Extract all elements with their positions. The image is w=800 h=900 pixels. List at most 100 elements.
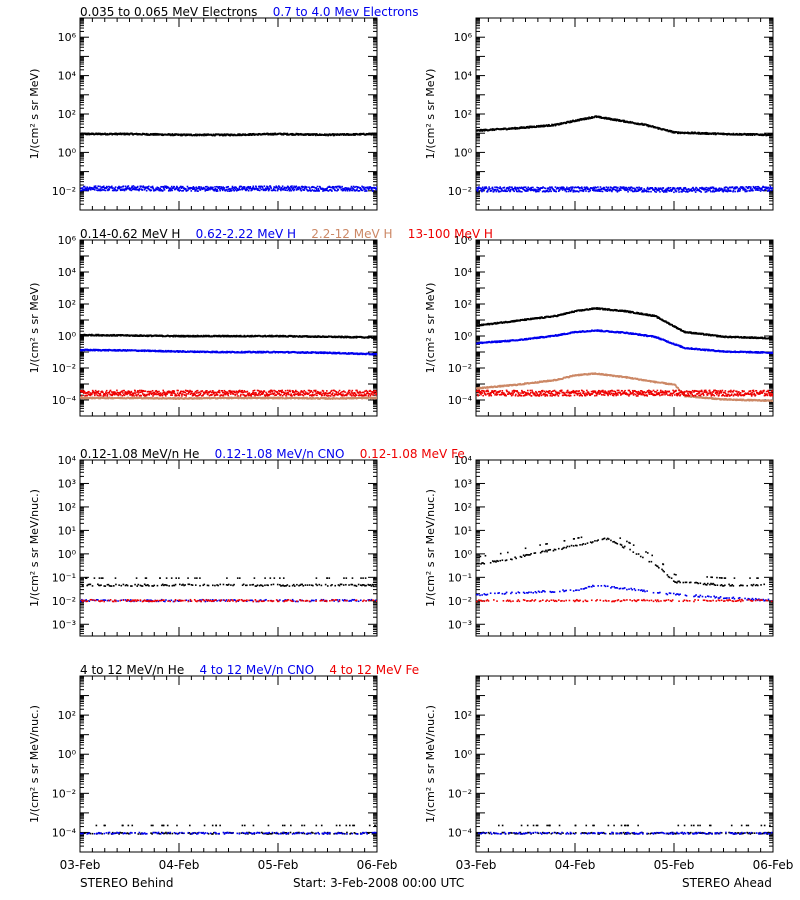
data-point [221, 334, 224, 337]
data-point [229, 189, 232, 192]
data-point [654, 186, 657, 189]
data-point [281, 185, 284, 188]
data-point [309, 133, 312, 135]
data-point [563, 188, 566, 191]
data-point [345, 188, 348, 191]
data-point [739, 134, 741, 136]
data-point [210, 186, 212, 189]
data-point [509, 188, 512, 191]
data-point [310, 190, 312, 192]
data-point [606, 190, 609, 192]
data-point [213, 334, 216, 337]
data-point [180, 185, 182, 188]
data-point [82, 189, 85, 191]
y-tick-label: 10⁶ [58, 31, 77, 44]
data-point [261, 186, 264, 189]
data-point [136, 185, 139, 188]
data-point [655, 187, 658, 190]
data-point [245, 189, 247, 192]
data-point [169, 187, 171, 189]
data-point [508, 186, 511, 188]
data-point [218, 134, 221, 137]
data-point [480, 187, 483, 190]
data-point [586, 187, 589, 189]
data-point [318, 190, 320, 192]
data-point [516, 186, 518, 189]
data-point [745, 133, 747, 135]
data-point [95, 333, 97, 336]
data-point [362, 186, 365, 188]
data-point [767, 186, 770, 189]
data-point [89, 334, 92, 336]
data-point [764, 188, 767, 191]
data-point [182, 334, 184, 337]
data-point [97, 189, 100, 192]
data-point [263, 188, 265, 191]
data-point [82, 185, 85, 188]
data-point [312, 133, 315, 135]
data-point [703, 133, 706, 135]
data-point [583, 186, 586, 189]
data-point [520, 127, 523, 129]
data-point [264, 189, 267, 192]
data-point [329, 133, 332, 136]
data-point [615, 119, 618, 122]
data-point [592, 188, 595, 190]
data-point [358, 189, 361, 192]
data-point [522, 127, 525, 129]
data-point [616, 190, 619, 193]
data-point [230, 189, 233, 192]
data-point [181, 134, 183, 137]
data-point [573, 186, 576, 189]
data-point [182, 350, 184, 352]
data-point [252, 185, 255, 188]
data-point [615, 189, 618, 192]
data-point [586, 188, 589, 191]
data-point [713, 133, 715, 136]
data-point [146, 186, 149, 188]
data-point [640, 188, 643, 191]
data-point [584, 117, 586, 119]
data-point [539, 125, 541, 127]
data-point [511, 127, 513, 129]
data-point [182, 335, 185, 338]
data-point [496, 188, 499, 191]
data-point [102, 188, 104, 191]
data-point [266, 187, 269, 190]
data-point [181, 134, 184, 137]
data-point [134, 187, 137, 189]
data-point [497, 187, 499, 189]
data-point [131, 132, 134, 135]
y-tick-label: 10⁰ [58, 146, 77, 159]
data-point [272, 134, 275, 136]
data-point [104, 348, 106, 351]
data-point [682, 187, 685, 189]
data-point [630, 189, 632, 192]
data-point [567, 188, 569, 191]
data-point [82, 133, 85, 136]
data-point [335, 351, 337, 354]
data-point [738, 190, 740, 192]
data-point [119, 189, 122, 192]
data-point [111, 189, 114, 192]
data-point [323, 352, 326, 354]
data-point [724, 188, 726, 191]
data-point [100, 334, 103, 337]
panel-frame [475, 17, 774, 211]
data-point [736, 186, 739, 189]
data-point [646, 186, 649, 189]
data-point [665, 188, 667, 191]
data-point [240, 185, 243, 188]
data-point [608, 117, 611, 120]
data-point [160, 185, 162, 188]
series-1 [80, 348, 377, 356]
data-point [610, 189, 612, 192]
data-point [221, 350, 224, 353]
data-point [683, 188, 686, 190]
data-point [144, 186, 146, 189]
data-point [522, 186, 525, 189]
data-point [99, 188, 102, 190]
data-point [672, 188, 675, 190]
data-point [320, 352, 323, 355]
